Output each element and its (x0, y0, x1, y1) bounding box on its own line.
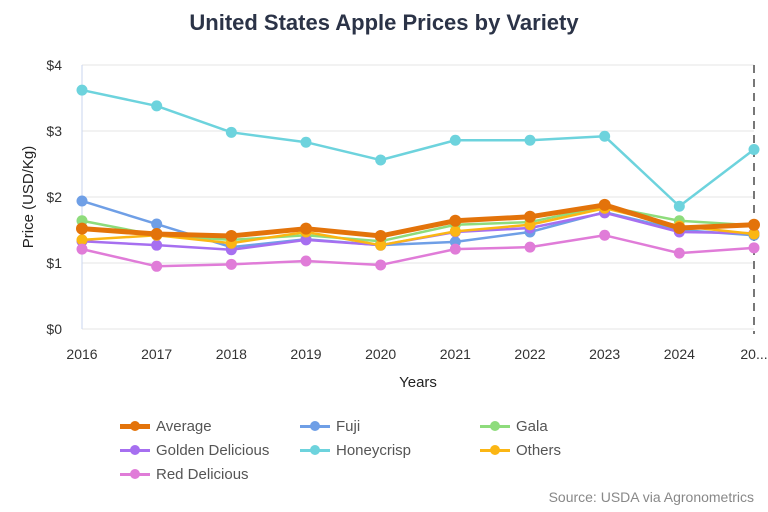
data-point (673, 200, 685, 212)
series-line-red-delicious (81, 234, 755, 268)
legend-label: Others (516, 441, 562, 459)
legend-label: Average (156, 417, 212, 435)
legend-item[interactable]: Red Delicious (120, 464, 300, 484)
data-point (598, 198, 611, 211)
data-point (375, 154, 387, 166)
data-point (76, 243, 88, 255)
data-point (748, 228, 760, 240)
data-point (300, 136, 312, 148)
legend-swatch (300, 440, 330, 460)
data-point (225, 126, 237, 138)
x-tick-label: 20... (740, 346, 767, 362)
y-tick-label: $0 (46, 321, 62, 337)
data-point (449, 214, 462, 227)
data-point (151, 100, 163, 112)
y-tick-label: $3 (46, 123, 62, 139)
x-tick-label: 2021 (440, 346, 471, 362)
data-point (449, 243, 461, 255)
data-point (673, 222, 686, 235)
data-point (300, 222, 312, 235)
data-point (150, 227, 163, 240)
data-point (524, 241, 536, 253)
data-point (300, 234, 312, 246)
data-point (300, 255, 312, 267)
legend-label: Red Delicious (156, 465, 249, 483)
y-tick-label: $2 (46, 189, 62, 205)
legend-swatch (120, 464, 150, 484)
legend-swatch (480, 416, 510, 436)
legend-swatch (480, 440, 510, 460)
legend-swatch (120, 440, 150, 460)
data-point (524, 134, 536, 146)
chart-title: United States Apple Prices by Variety (189, 10, 579, 35)
x-tick-label: 2023 (589, 346, 620, 362)
data-point (375, 259, 387, 271)
series-line-honeycrisp (81, 88, 755, 208)
data-point (599, 229, 611, 241)
legend-item[interactable]: Golden Delicious (120, 440, 300, 460)
data-point (76, 234, 88, 246)
data-point (748, 143, 760, 155)
legend-item[interactable]: Honeycrisp (300, 440, 480, 460)
series-line-gala (81, 204, 755, 243)
data-point (375, 239, 387, 251)
source-note: Source: USDA via Agronometrics (548, 489, 754, 505)
series-line-average (81, 202, 755, 239)
legend-item[interactable]: Average (120, 416, 300, 436)
data-point (225, 229, 238, 242)
y-tick-label: $1 (46, 255, 62, 271)
x-tick-label: 2022 (514, 346, 545, 362)
x-axis-label: Years (399, 374, 437, 391)
legend-label: Golden Delicious (156, 441, 270, 459)
data-point (748, 218, 760, 231)
legend-swatch (120, 416, 150, 436)
data-point (151, 239, 163, 251)
data-point (76, 84, 88, 96)
x-tick-label: 2024 (664, 346, 695, 362)
legend-label: Honeycrisp (336, 441, 412, 459)
x-tick-label: 2017 (141, 346, 172, 362)
x-tick-label: 2016 (66, 346, 97, 362)
data-point (76, 195, 88, 207)
y-tick-label: $4 (46, 57, 62, 73)
x-tick-label: 2019 (290, 346, 321, 362)
legend-swatch (300, 416, 330, 436)
legend-label: Fuji (336, 417, 361, 435)
data-point (449, 134, 461, 146)
x-tick-label: 2018 (216, 346, 247, 362)
data-point (748, 242, 760, 254)
data-point (151, 218, 163, 230)
data-point (599, 130, 611, 142)
legend-item[interactable]: Fuji (300, 416, 480, 436)
legend-item[interactable]: Gala (480, 416, 600, 436)
data-point (524, 210, 536, 223)
data-point (151, 260, 163, 272)
data-point (225, 258, 237, 270)
x-tick-label: 2020 (365, 346, 396, 362)
data-point (449, 225, 461, 237)
legend-label: Gala (516, 417, 548, 435)
data-point (673, 247, 685, 259)
legend: Average Fuji Gala Golden Delicious Honeycris… (120, 416, 600, 484)
data-point (76, 222, 88, 235)
legend-item[interactable]: Others (480, 440, 600, 460)
y-axis-label: Price (USD/Kg) (20, 146, 37, 249)
data-point (374, 229, 387, 242)
